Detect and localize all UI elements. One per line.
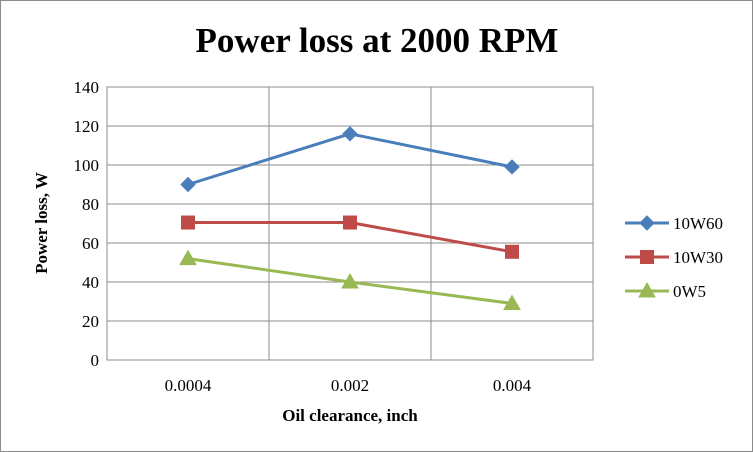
data-point <box>505 244 519 259</box>
data-point <box>181 215 195 230</box>
y-axis-title: Power loss, W <box>32 172 51 274</box>
legend-label: 10W30 <box>673 248 723 267</box>
x-tick-label: 0.0004 <box>165 376 212 395</box>
x-tick-labels: 0.0004 0.002 0.004 <box>165 376 532 395</box>
data-point <box>343 215 357 230</box>
grid-lines <box>107 87 593 360</box>
x-tick-label: 0.004 <box>493 376 532 395</box>
data-point <box>179 249 197 266</box>
chart-title: Power loss at 2000 RPM <box>196 21 559 60</box>
series-10W60 <box>180 126 520 193</box>
legend-label: 10W60 <box>673 214 723 233</box>
y-tick-label: 40 <box>82 273 99 292</box>
legend-entry: 10W30 <box>625 248 723 267</box>
series-10W30 <box>181 215 519 259</box>
y-tick-label: 140 <box>74 78 100 97</box>
series-0W5 <box>179 249 521 310</box>
legend-marker <box>639 215 655 231</box>
y-tick-label: 100 <box>74 156 100 175</box>
legend-entry: 10W60 <box>625 214 723 233</box>
x-axis-title: Oil clearance, inch <box>282 406 418 425</box>
data-point <box>503 294 521 310</box>
legend-marker <box>638 281 656 298</box>
legend-entry: 0W5 <box>625 281 706 301</box>
legend-marker <box>640 250 654 264</box>
y-tick-labels: 0 20 40 60 80 100 120 140 <box>74 78 100 370</box>
y-tick-label: 0 <box>91 351 100 370</box>
legend-label: 0W5 <box>673 282 706 301</box>
y-tick-label: 20 <box>82 312 99 331</box>
y-tick-label: 60 <box>82 234 99 253</box>
legend: 10W60 10W30 0W5 <box>625 214 723 301</box>
x-tick-label: 0.002 <box>331 376 369 395</box>
data-point <box>341 272 359 289</box>
y-tick-label: 120 <box>74 117 100 136</box>
data-point <box>504 159 520 175</box>
series-layer <box>179 126 521 310</box>
data-point <box>180 176 196 193</box>
y-tick-label: 80 <box>82 195 99 214</box>
data-point <box>342 126 358 142</box>
